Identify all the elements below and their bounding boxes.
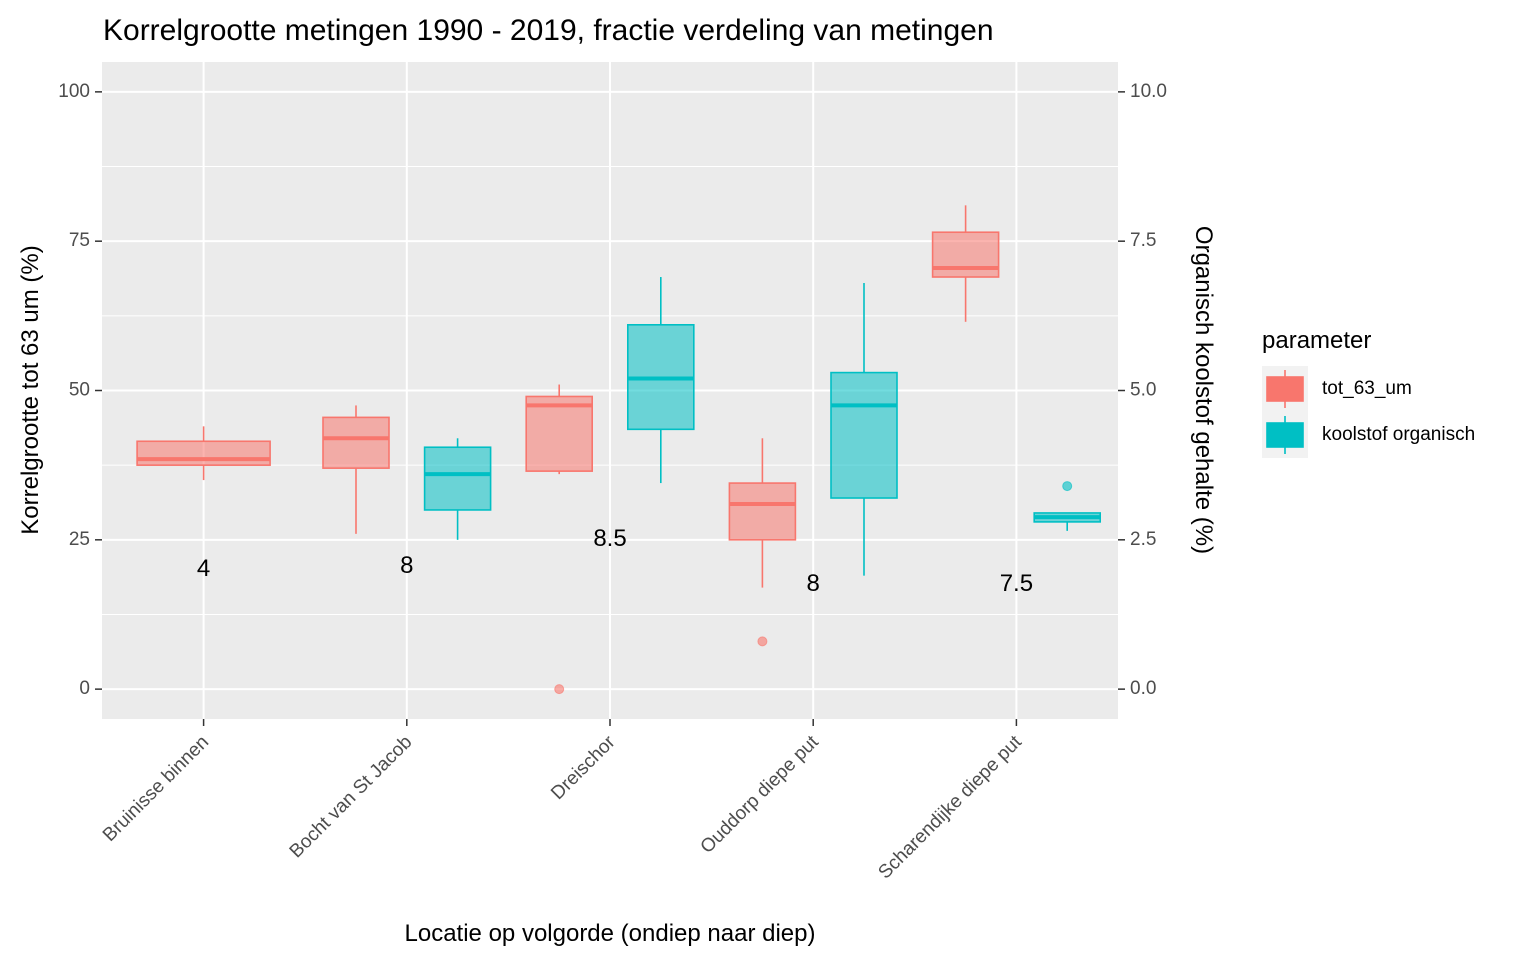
outlier-point (757, 636, 768, 647)
y-tick-label: 0 (79, 678, 90, 699)
series-tot_63_um (136, 205, 1000, 695)
chart-title: Korrelgrootte metingen 1990 - 2019, frac… (103, 14, 994, 47)
box (728, 482, 797, 541)
legend: parameter tot_63_um koolstof organisch (1262, 327, 1475, 458)
outlier-point (1062, 481, 1073, 492)
count-label: 7.5 (1000, 570, 1033, 597)
y-tick-label: 75 (69, 230, 90, 251)
box (136, 440, 271, 466)
legend-key-box (1266, 376, 1304, 402)
legend-title: parameter (1262, 327, 1371, 354)
y-tick-label: 100 (58, 81, 90, 102)
x-tick-label: Bocht van St Jacob (286, 732, 417, 863)
legend-key-box (1266, 422, 1304, 448)
y2-tick-label: 7.5 (1130, 230, 1156, 251)
count-labels: 4 8 8.5 8 7.5 (197, 525, 1033, 597)
box (322, 416, 390, 469)
y-axis-title: Korrelgrootte tot 63 um (%) (17, 245, 44, 534)
secondary-y-axis-title: Organisch koolstof gehalte (%) (1190, 226, 1217, 554)
box-series (136, 205, 1101, 695)
box (525, 395, 594, 472)
count-label: 8.5 (593, 525, 626, 552)
count-label: 8 (400, 552, 413, 579)
outlier-point (554, 684, 565, 695)
box (931, 231, 1000, 278)
y2-tick-label: 5.0 (1130, 380, 1156, 401)
count-label: 4 (197, 555, 210, 582)
box (423, 446, 492, 511)
grid-lines (102, 62, 1118, 719)
x-axis-title: Locatie op volgorde (ondiep naar diep) (405, 920, 816, 947)
count-label: 8 (807, 570, 820, 597)
y2-tick-label: 2.5 (1130, 529, 1156, 550)
x-tick-label: Ouddorp diepe put (697, 731, 824, 858)
box (830, 371, 898, 499)
y2-tick-label: 0.0 (1130, 678, 1156, 699)
y-tick-label: 25 (69, 529, 90, 550)
legend-label: koolstof organisch (1322, 424, 1475, 445)
legend-label: tot_63_um (1322, 378, 1412, 399)
x-tick-label: Scharendijke diepe put (874, 731, 1026, 883)
y-tick-label: 50 (69, 380, 90, 401)
x-tick-label: Dreischor (547, 731, 620, 804)
x-tick-label: Bruinisse binnen (99, 732, 213, 846)
series-koolstof-organisch (423, 277, 1101, 576)
y2-tick-label: 10.0 (1130, 81, 1167, 102)
